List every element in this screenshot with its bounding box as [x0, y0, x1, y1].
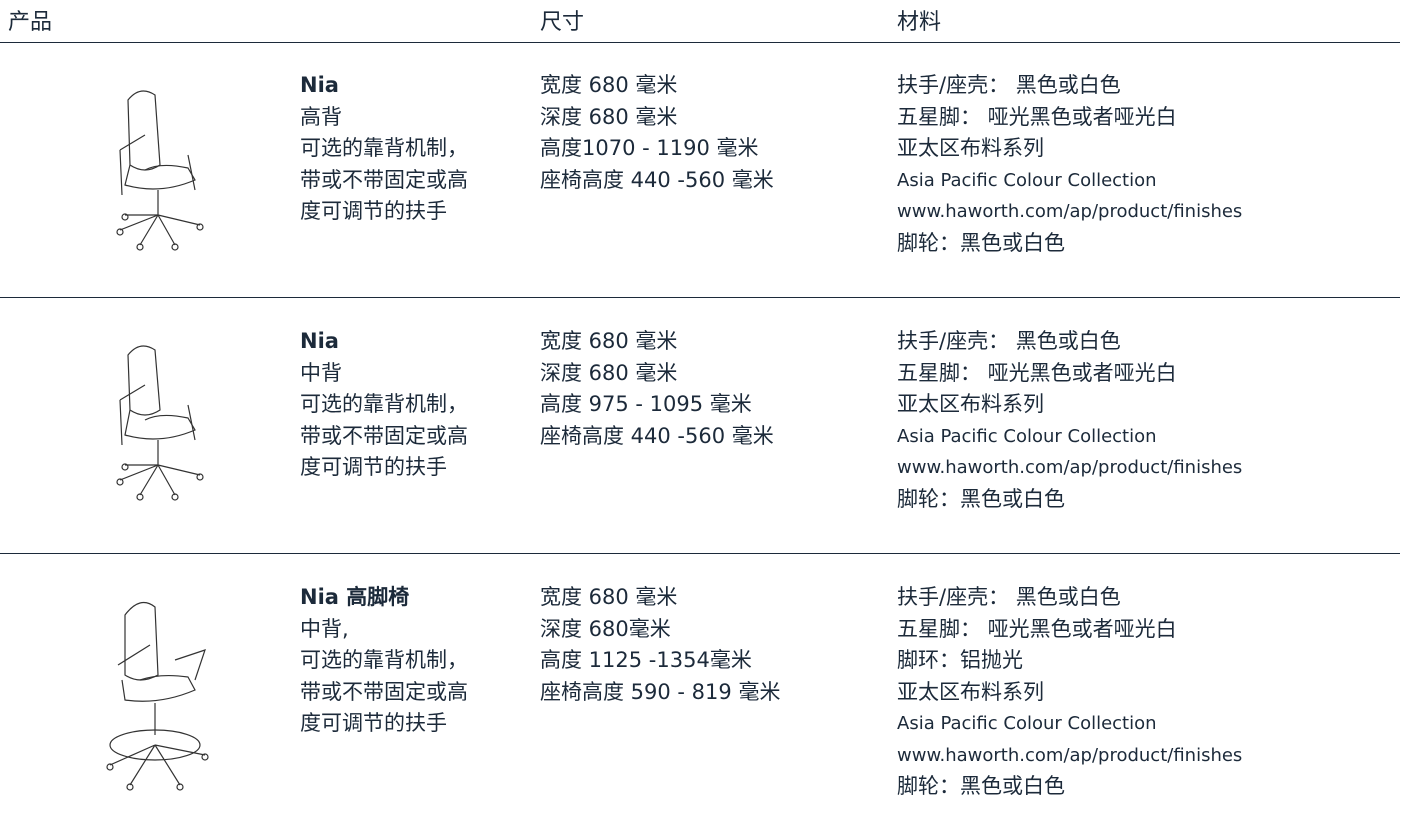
dimensions-line: 高度 1125 -1354毫米: [540, 648, 752, 672]
materials-line: 五星脚： 哑光黑色或者哑光白: [897, 360, 1177, 385]
dimensions-cell: 宽度 680 毫米 深度 680毫米高度 1125 -1354毫米座椅高度 590…: [540, 582, 780, 708]
name-cell: Nia 中背可选的靠背机制， 带或不带固定或高 度可调节的扶手: [300, 326, 468, 484]
name-line: 中背: [300, 360, 342, 385]
dimensions-line: 宽度 680 毫米: [540, 329, 678, 353]
materials-line: 亚太区布料系列: [897, 136, 1044, 160]
dimensions-line: 深度 680毫米: [540, 616, 671, 641]
header-dimensions: 尺寸: [540, 10, 585, 35]
materials-line: 亚太区布料系列: [897, 392, 1044, 416]
name-line: 带或不带固定或高: [300, 167, 468, 192]
materials-cell: 扶手/座壳： 黑色或白色五星脚： 哑光黑色或者哑光白 亚太区布料系列 Asia Pa…: [897, 70, 1242, 259]
name-line: 度可调节的扶手: [300, 455, 447, 479]
materials-cell: 扶手/座壳： 黑色或白色五星脚： 哑光黑色或者哑光白 亚太区布料系列 Asia Pa…: [897, 326, 1242, 515]
materials-cell: 扶手/座壳： 黑色或白色五星脚： 哑光黑色或者哑光白 脚环：铝抛光 亚太区布料系列 A…: [897, 582, 1242, 803]
materials-line: Asia Pacific Colour Collection: [897, 713, 1157, 734]
dimensions-cell: 宽度 680 毫米 深度 680 毫米高度 975 - 1095 毫米 座椅高度 4…: [540, 326, 774, 452]
materials-line: www.haworth.com/ap/product/finishes: [897, 201, 1243, 222]
name-line: 带或不带固定或高: [300, 679, 468, 704]
materials-line: www.haworth.com/ap/product/finishes: [897, 457, 1243, 478]
name-line: Nia 高脚椅: [300, 585, 410, 609]
name-line: 高背: [300, 104, 342, 129]
materials-line: 亚太区布料系列: [897, 679, 1044, 704]
materials-line: 脚环：铝抛光: [897, 648, 1023, 672]
materials-line: 脚轮：黑色或白色: [897, 230, 1065, 255]
dimensions-line: 高度 975 - 1095 毫米: [540, 392, 752, 416]
chair-image: [106, 601, 209, 791]
dimensions-line: 座椅高度 590 - 819 毫米: [540, 679, 781, 704]
materials-line: Asia Pacific Colour Collection: [897, 169, 1157, 191]
dimensions-line: 座椅高度 440 -560 毫米: [540, 167, 774, 192]
chair-image: [116, 90, 204, 251]
name-line: 度可调节的扶手: [300, 199, 447, 223]
materials-line: 脚轮：黑色或白色: [897, 486, 1065, 511]
materials-line: 扶手/座壳： 黑色或白色: [897, 73, 1121, 97]
header-product: 产品: [8, 10, 53, 35]
materials-line: www.haworth.com/ap/product/finishes: [897, 744, 1243, 766]
name-line: 中背,: [300, 616, 349, 641]
dimensions-line: 宽度 680 毫米: [540, 585, 678, 609]
separator: [0, 553, 1400, 554]
materials-line: 五星脚： 哑光黑色或者哑光白: [897, 104, 1177, 129]
name-line: Nia: [300, 73, 339, 97]
name-line: 可选的靠背机制，: [300, 392, 468, 416]
name-line: 可选的靠背机制，: [300, 136, 468, 160]
dimensions-line: 座椅高度 440 -560 毫米: [540, 423, 774, 448]
header-materials: 材料: [897, 10, 942, 35]
materials-line: 扶手/座壳： 黑色或白色: [897, 585, 1121, 609]
dimensions-line: 深度 680 毫米: [540, 360, 678, 385]
dimensions-line: 高度1070 - 1190 毫米: [540, 136, 759, 160]
materials-line: 五星脚： 哑光黑色或者哑光白: [897, 616, 1177, 641]
dimensions-cell: 宽度 680 毫米 深度 680 毫米高度1070 - 1190 毫米 座椅高度 4…: [540, 70, 774, 196]
dimensions-line: 宽度 680 毫米: [540, 73, 678, 97]
name-cell: Nia 高背可选的靠背机制， 带或不带固定或高 度可调节的扶手: [300, 70, 468, 228]
name-line: 带或不带固定或高: [300, 423, 468, 448]
separator: [0, 297, 1400, 298]
name-cell: Nia 高脚椅 中背, 可选的靠背机制， 带或不带固定或高 度可调节的扶手: [300, 582, 468, 740]
name-line: 度可调节的扶手: [300, 711, 447, 735]
dimensions-line: 深度 680 毫米: [540, 104, 678, 129]
chair-image: [116, 345, 204, 501]
name-line: Nia: [300, 329, 339, 353]
name-line: 可选的靠背机制，: [300, 648, 468, 672]
materials-line: 脚轮：黑色或白色: [897, 774, 1065, 798]
materials-line: Asia Pacific Colour Collection: [897, 425, 1157, 447]
separator: [0, 42, 1400, 43]
materials-line: 扶手/座壳： 黑色或白色: [897, 329, 1121, 353]
